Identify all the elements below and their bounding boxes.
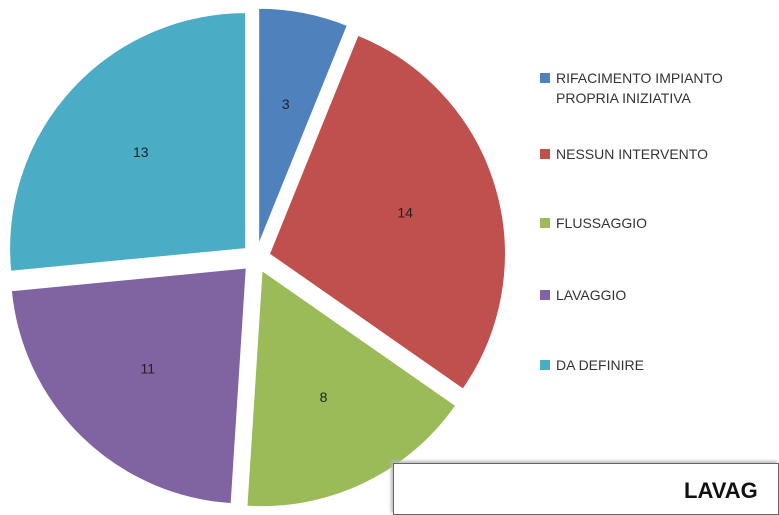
data-label: 8 xyxy=(320,389,328,405)
legend-swatch xyxy=(540,149,550,159)
legend-entry: RIFACIMENTO IMPIANTO PROPRIA INIZIATIVA xyxy=(540,70,756,108)
legend-swatch xyxy=(540,360,550,370)
legend-entry: FLUSSAGGIO xyxy=(540,215,756,233)
data-label: 13 xyxy=(133,144,149,160)
legend-label: NESSUN INTERVENTO xyxy=(556,146,708,162)
legend-swatch xyxy=(540,218,550,228)
panel-title: LAVAG xyxy=(684,478,758,503)
panel: LAVAG xyxy=(393,463,779,515)
legend-entry: NESSUN INTERVENTO xyxy=(540,146,756,164)
pie-slice xyxy=(246,269,457,507)
pie-slice xyxy=(258,7,348,245)
legend-swatch xyxy=(540,290,550,300)
pie-slice xyxy=(268,34,506,390)
legend-swatch xyxy=(540,73,550,83)
pie-slice xyxy=(9,12,247,272)
legend-entry: LAVAGGIO xyxy=(540,287,756,305)
legend-label: LAVAGGIO xyxy=(556,287,627,303)
legend: RIFACIMENTO IMPIANTO PROPRIA INIZIATIVA N… xyxy=(540,0,770,400)
legend-label: FLUSSAGGIO xyxy=(556,215,648,231)
pie-slice xyxy=(10,267,247,505)
legend-label: DA DEFINIRE xyxy=(556,357,644,373)
legend-label: RIFACIMENTO IMPIANTO PROPRIA INIZIATIVA xyxy=(556,70,723,106)
data-label: 11 xyxy=(140,360,155,376)
data-label: 3 xyxy=(282,96,290,112)
legend-entry: DA DEFINIRE xyxy=(540,357,756,375)
data-label: 14 xyxy=(397,204,413,220)
